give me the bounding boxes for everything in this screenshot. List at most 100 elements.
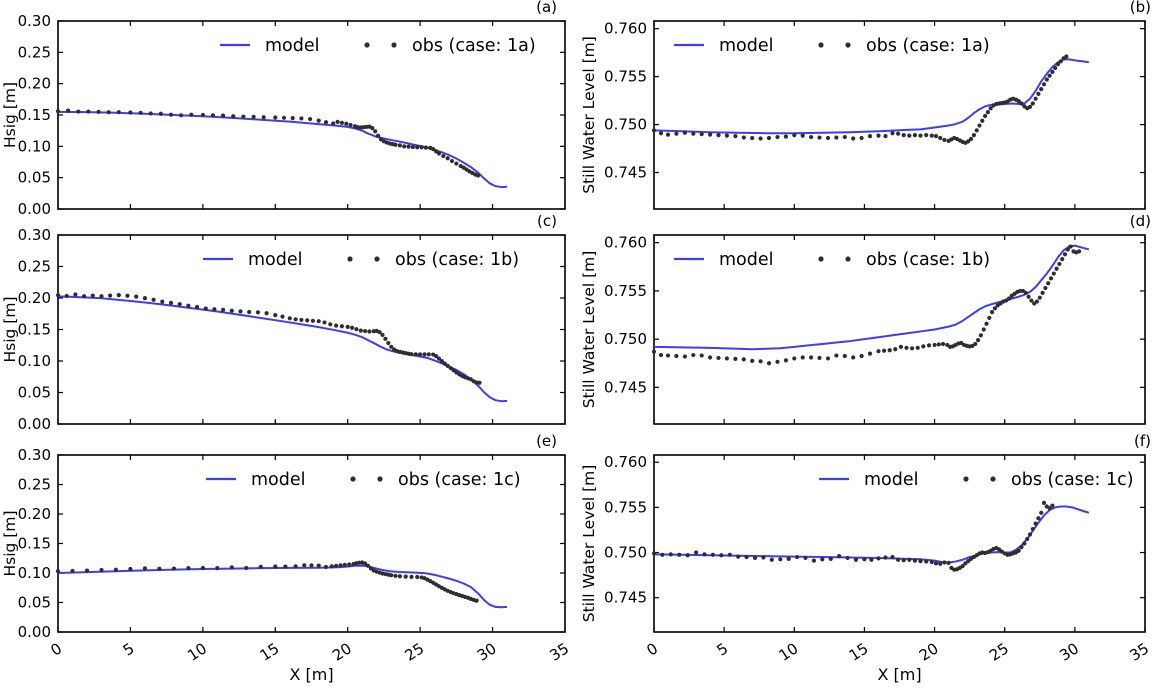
- panel-a: 0.00 0.05 0.10 0.15 0.20 0.25 0.30 Hsig [m] (a) m…: [0, 0, 579, 215]
- obs-point: [316, 118, 321, 123]
- obs-point: [215, 566, 220, 571]
- obs-point: [966, 139, 971, 144]
- obs-point: [309, 563, 314, 568]
- obs-point: [1027, 104, 1033, 109]
- obs-point: [323, 120, 329, 125]
- obs-point: [1065, 247, 1070, 252]
- obs-point: [1037, 295, 1042, 300]
- y-tick-label: 0.10: [18, 564, 51, 582]
- obs-point: [229, 308, 234, 313]
- y-axis-label: Hsig [m]: [1, 82, 19, 148]
- obs-point: [445, 156, 450, 161]
- obs-point: [436, 151, 442, 156]
- model-line: [57, 110, 508, 189]
- y-tick-label: 0.10: [18, 137, 51, 155]
- panel-letter: (d): [1130, 215, 1151, 230]
- obs-point: [99, 294, 104, 299]
- y-tick-label: 0.00: [18, 200, 51, 215]
- y-axis-label: Still Water Level [m]: [580, 465, 598, 623]
- obs-point: [727, 552, 732, 557]
- obs-point: [924, 559, 929, 564]
- obs-point: [186, 566, 191, 571]
- obs-point: [724, 356, 729, 361]
- obs-point: [933, 561, 939, 566]
- obs-point: [983, 113, 988, 119]
- obs-point: [910, 346, 915, 351]
- x-tick-label: 30: [1056, 639, 1082, 664]
- legend-obs-dot-sample: [818, 256, 824, 262]
- y-axis-label: Still Water Level [m]: [580, 36, 598, 194]
- obs-point: [363, 561, 368, 566]
- obs-point: [273, 115, 278, 120]
- obs-point: [966, 559, 971, 564]
- obs-point: [658, 131, 664, 136]
- obs-point: [350, 325, 355, 330]
- obs-point: [99, 567, 104, 573]
- panel-e: 0.00 0.05 0.10 0.15 0.20 0.25 0.30 0 5 10 15 20 25 30…: [0, 430, 579, 688]
- obs-point: [251, 114, 256, 119]
- legend-obs-dot-sample: [364, 42, 370, 48]
- obs-point: [368, 566, 373, 571]
- obs-point: [926, 343, 932, 348]
- x-tick-label: 0: [643, 639, 661, 659]
- obs-point: [410, 144, 415, 150]
- obs-point: [344, 121, 349, 126]
- model-line: [57, 564, 508, 609]
- obs-point: [451, 368, 456, 373]
- obs-point: [758, 136, 763, 141]
- y-tick-label: 0.760: [604, 453, 647, 471]
- obs-point: [691, 131, 696, 136]
- obs-point: [386, 340, 391, 346]
- plot-panel-c: 0.00 0.05 0.10 0.15 0.20 0.25 0.30 Hsig [m] (c) m…: [1, 215, 566, 430]
- obs-point: [442, 361, 447, 366]
- obs-point: [1033, 96, 1038, 101]
- obs-point: [335, 119, 340, 124]
- obs-point: [942, 137, 947, 143]
- panel-letter: (f): [1134, 432, 1151, 450]
- panel-f: 0.745 0.750 0.755 0.760 0 5 10 15 20 25 30 35 X [m] S…: [579, 430, 1158, 688]
- obs-point: [448, 365, 453, 371]
- obs-point: [436, 356, 442, 361]
- legend-model-label: model: [248, 250, 303, 270]
- obs-point: [370, 126, 375, 131]
- obs-point: [212, 307, 217, 312]
- obs-point: [116, 293, 121, 298]
- obs-point: [907, 557, 912, 562]
- y-tick-label: 0.25: [18, 43, 51, 61]
- obs-point: [348, 122, 353, 128]
- legend-obs-dot-sample: [347, 256, 353, 262]
- obs-point: [221, 307, 226, 312]
- obs-point: [345, 324, 350, 329]
- legend-model-label: model: [265, 36, 320, 56]
- obs-point: [968, 136, 974, 142]
- obs-point: [708, 355, 713, 360]
- obs-point: [733, 134, 738, 139]
- obs-point: [912, 133, 917, 138]
- x-tick-label: 10: [184, 639, 210, 664]
- legend-obs-label: obs (case: 1b): [395, 250, 519, 270]
- obs-point: [845, 555, 850, 561]
- legend-model-label: model: [251, 470, 306, 490]
- legend-model-label: model: [719, 250, 774, 270]
- obs-point: [674, 353, 679, 359]
- obs-point: [342, 562, 347, 567]
- model-line: [653, 505, 1090, 564]
- obs-point: [402, 144, 407, 149]
- obs-point: [138, 110, 143, 115]
- obs-point: [963, 561, 968, 566]
- obs-point: [985, 110, 990, 115]
- obs-point: [334, 323, 339, 328]
- obs-point: [66, 108, 71, 113]
- obs-point: [682, 354, 687, 359]
- obs-point: [189, 112, 194, 117]
- obs-points: [651, 500, 1055, 572]
- obs-point: [231, 114, 236, 119]
- obs-point: [800, 355, 805, 360]
- obs-point: [203, 306, 208, 311]
- obs-point: [221, 113, 226, 118]
- obs-point: [299, 317, 304, 323]
- obs-point: [1030, 101, 1035, 106]
- obs-point: [316, 563, 321, 568]
- obs-point: [981, 327, 986, 332]
- obs-point: [668, 552, 673, 557]
